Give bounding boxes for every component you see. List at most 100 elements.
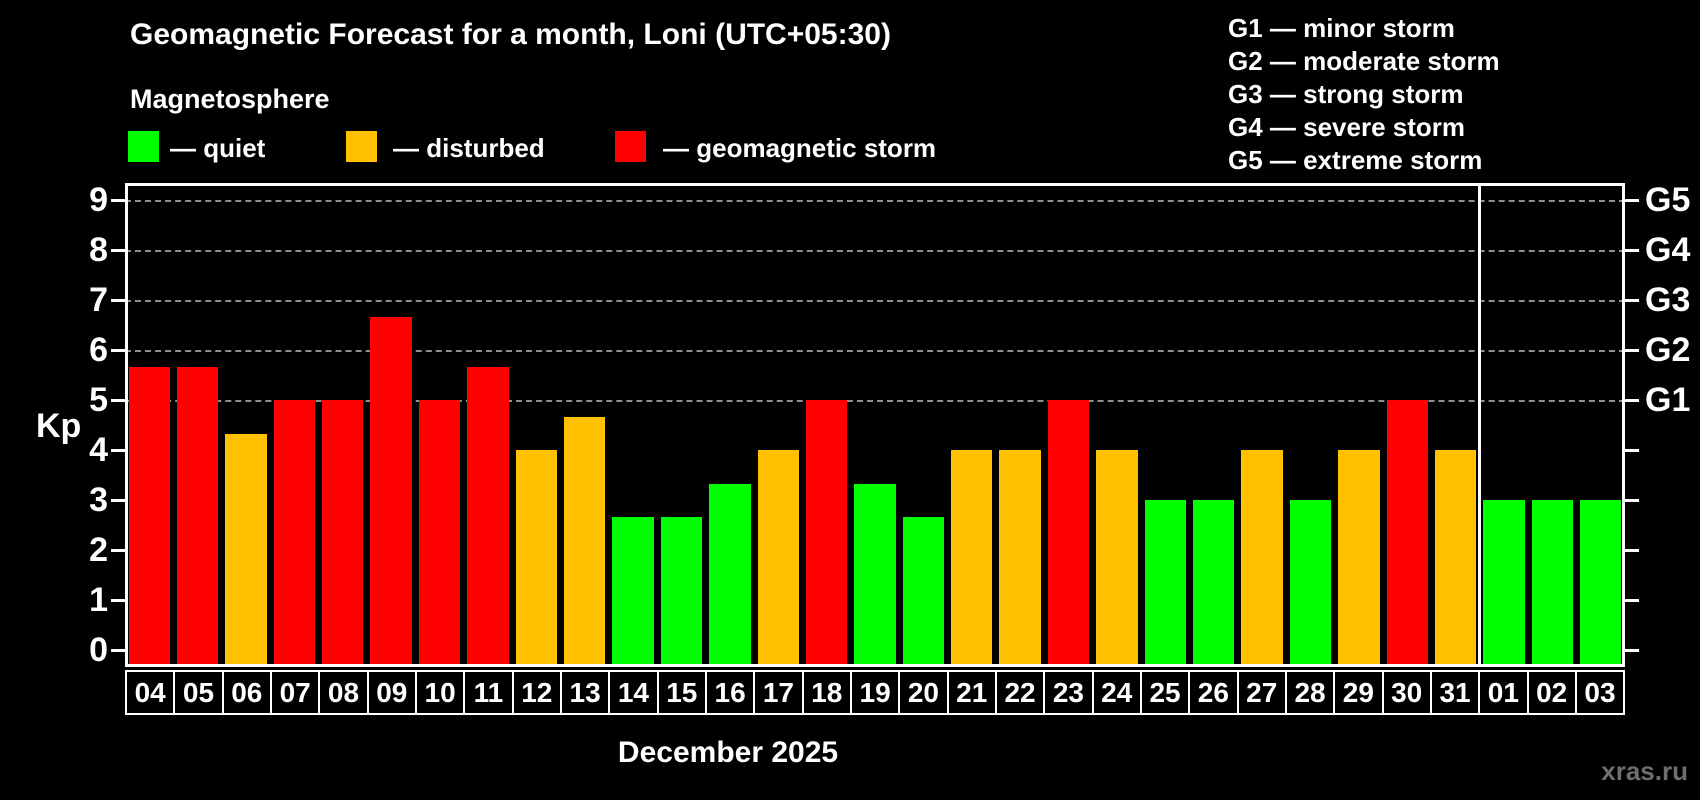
plot-border-top [125, 183, 1625, 186]
right-tick-kp-8 [1625, 249, 1639, 252]
day-cell-20: 20 [898, 670, 949, 715]
left-tick-kp-1 [111, 599, 125, 602]
left-tick-kp-9 [111, 199, 125, 202]
y-tick-label-7: 7 [89, 281, 108, 319]
bar-day-01 [1483, 500, 1525, 667]
g-legend-line-5: G5 — extreme storm [1228, 145, 1483, 175]
quiet-legend-swatch [128, 131, 159, 162]
bar-day-05 [176, 366, 219, 667]
plot-border-left [125, 183, 128, 667]
bar-day-09 [370, 316, 412, 667]
day-cell-10: 10 [414, 670, 466, 715]
day-cell-27: 27 [1236, 670, 1287, 715]
disturbed-legend-swatch [346, 131, 377, 162]
right-tick-kp-5 [1625, 399, 1639, 402]
left-tick-kp-0 [111, 649, 125, 652]
left-tick-kp-8 [111, 249, 125, 252]
y-tick-label-5: 5 [89, 381, 108, 419]
left-tick-kp-4 [111, 449, 125, 452]
day-cell-04: 04 [125, 670, 176, 715]
g-scale-legend: G1 — minor storm G2 — moderate storm G3 — … [1228, 12, 1500, 177]
g-legend-line-1: G1 — minor storm [1228, 13, 1455, 43]
day-cell-02: 02 [1526, 670, 1577, 715]
right-tick-kp-1 [1625, 599, 1639, 602]
g-axis-label-G4: G4 [1645, 231, 1691, 269]
bar-day-16 [709, 483, 751, 667]
day-cell-06: 06 [221, 670, 272, 715]
bar-day-06 [225, 433, 267, 667]
day-cell-19: 19 [849, 670, 901, 715]
day-cell-05: 05 [173, 670, 224, 715]
bar-day-29 [1338, 450, 1380, 667]
plot-border-right [1622, 183, 1625, 667]
g-axis-label-G3: G3 [1645, 281, 1691, 319]
g-axis-label-G1: G1 [1645, 381, 1691, 419]
right-tick-kp-3 [1625, 499, 1639, 502]
bar-day-28 [1289, 500, 1332, 667]
day-cell-18: 18 [801, 670, 852, 715]
left-tick-kp-5 [111, 399, 125, 402]
day-cell-14: 14 [608, 670, 659, 715]
left-tick-kp-7 [111, 299, 125, 302]
bar-day-19 [854, 483, 896, 667]
day-cell-25: 25 [1139, 670, 1191, 715]
y-tick-label-4: 4 [89, 431, 108, 469]
storm-legend-swatch [615, 131, 646, 162]
y-tick-label-9: 9 [89, 181, 108, 219]
month-separator-line [1478, 183, 1482, 667]
day-cell-09: 09 [366, 670, 417, 715]
gridline-kp-8 [125, 250, 1625, 252]
quiet-legend-label: — quiet [170, 133, 266, 163]
bar-day-11 [467, 366, 509, 667]
right-tick-kp-0 [1625, 649, 1639, 652]
y-tick-label-3: 3 [89, 481, 108, 519]
right-tick-kp-7 [1625, 299, 1639, 302]
day-cell-12: 12 [511, 670, 562, 715]
chart-plot-area [125, 183, 1625, 667]
day-cell-31: 31 [1429, 670, 1481, 715]
day-cell-01: 01 [1478, 670, 1529, 715]
storm-legend-label: — geomagnetic storm [663, 133, 937, 163]
bar-day-08 [322, 400, 364, 667]
day-label-row: 04 05 06 07 08 09 10 11 12 13 14 15 16 17 18 19 20 21 22 23… [125, 670, 1626, 715]
magnetosphere-label: Magnetosphere [130, 84, 330, 114]
day-cell-07: 07 [269, 670, 321, 715]
day-cell-17: 17 [753, 670, 804, 715]
bar-day-31 [1434, 450, 1477, 667]
bar-day-27 [1241, 450, 1283, 667]
gridline-kp-7 [125, 300, 1625, 302]
day-cell-26: 26 [1188, 670, 1239, 715]
right-tick-kp-9 [1625, 199, 1639, 202]
day-cell-16: 16 [704, 670, 756, 715]
disturbed-legend-label: — disturbed [393, 133, 545, 163]
left-tick-kp-3 [111, 499, 125, 502]
day-cell-13: 13 [559, 670, 611, 715]
day-cell-08: 08 [318, 670, 369, 715]
bar-day-03 [1580, 500, 1622, 667]
bar-day-30 [1386, 400, 1428, 667]
day-cell-15: 15 [656, 670, 707, 715]
g-axis-label-G5: G5 [1645, 181, 1691, 219]
bar-day-24 [1096, 450, 1138, 667]
left-tick-kp-6 [111, 349, 125, 352]
bar-day-10 [418, 400, 461, 667]
day-cell-29: 29 [1333, 670, 1384, 715]
x-axis-title: December 2025 [617, 736, 839, 769]
bar-day-25 [1144, 500, 1186, 667]
plot-border-bottom [125, 664, 1625, 667]
right-tick-kp-6 [1625, 349, 1639, 352]
g-axis-label-G2: G2 [1645, 331, 1691, 369]
g-legend-line-4: G4 — severe storm [1228, 112, 1466, 142]
gridline-kp-6 [125, 350, 1625, 352]
bar-day-23 [1047, 400, 1090, 667]
y-tick-label-0: 0 [89, 631, 108, 669]
g-legend-line-2: G2 — moderate storm [1228, 46, 1500, 76]
day-cell-24: 24 [1091, 670, 1142, 715]
bar-day-07 [273, 400, 316, 667]
bar-day-22 [999, 450, 1041, 667]
bar-day-15 [660, 516, 703, 667]
right-tick-kp-2 [1625, 549, 1639, 552]
day-cell-21: 21 [946, 670, 997, 715]
bar-day-18 [805, 400, 848, 667]
y-tick-label-6: 6 [89, 331, 108, 369]
